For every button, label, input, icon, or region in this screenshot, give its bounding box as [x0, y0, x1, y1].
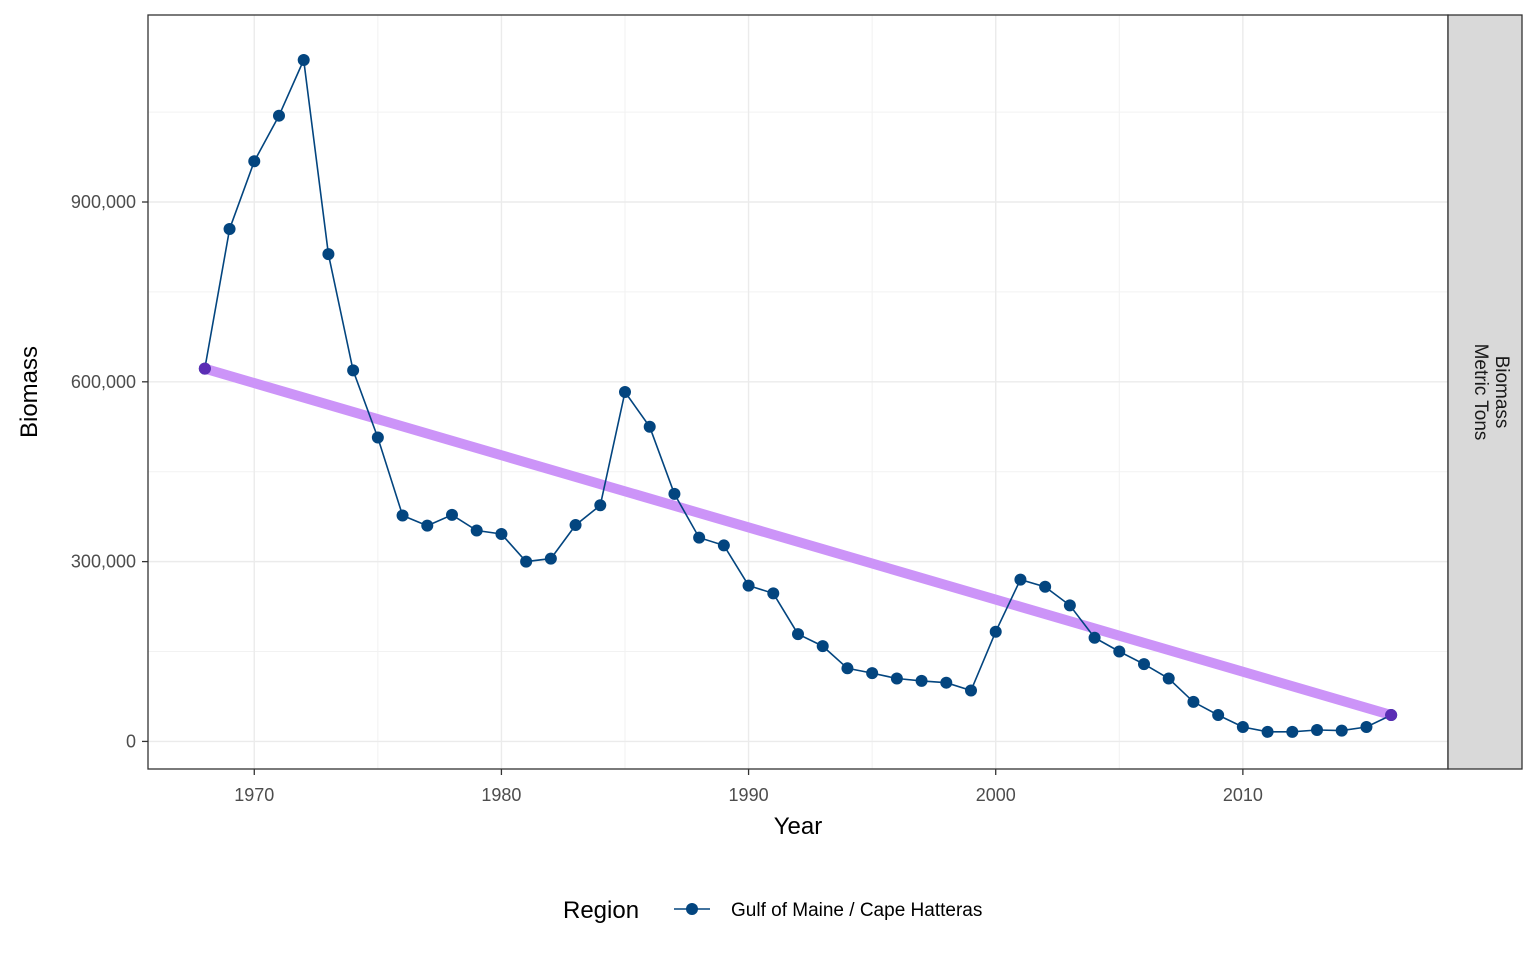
data-point — [618, 386, 631, 398]
facet-strip — [1447, 14, 1523, 770]
x-tick-label: 1980 — [481, 785, 521, 805]
trend-line-group — [199, 363, 1397, 721]
data-point — [445, 508, 458, 521]
facet-strip-label-line2: Metric Tons — [1470, 344, 1491, 441]
data-point — [223, 222, 236, 235]
data-point — [1162, 672, 1175, 685]
data-point — [643, 420, 656, 433]
data-point — [594, 499, 607, 512]
data-point — [816, 640, 829, 653]
data-point — [569, 519, 582, 532]
trend-endpoint — [198, 362, 211, 375]
data-point — [668, 487, 681, 500]
legend-key-point — [686, 903, 698, 915]
data-point — [371, 431, 384, 444]
y-tick-label: 600,000 — [71, 372, 136, 392]
x-axis-title: Year — [774, 813, 823, 840]
series-group — [198, 53, 1398, 738]
data-point — [470, 524, 483, 537]
data-point — [1236, 721, 1249, 734]
data-point — [792, 628, 804, 641]
data-point — [717, 539, 730, 552]
data-point — [890, 672, 903, 685]
x-tick-label: 1970 — [234, 785, 274, 805]
data-point — [544, 552, 557, 565]
y-tick-label: 900,000 — [71, 192, 136, 212]
data-point — [1187, 695, 1200, 708]
data-point — [742, 579, 755, 592]
data-point — [322, 248, 335, 261]
data-point — [1039, 580, 1052, 593]
data-point — [248, 155, 261, 168]
data-point — [1286, 725, 1299, 738]
trend-line — [199, 363, 1397, 721]
data-point — [1212, 709, 1225, 722]
legend: Region Gulf of Maine / Cape Hatteras — [563, 897, 982, 924]
data-point — [1088, 631, 1101, 644]
data-point — [1014, 573, 1027, 586]
data-point — [915, 674, 928, 687]
data-point — [297, 53, 310, 66]
data-point — [272, 109, 285, 122]
panel-background — [148, 15, 1448, 769]
data-point — [767, 587, 780, 600]
data-point — [1113, 645, 1126, 658]
trend-endpoint — [1385, 709, 1398, 722]
data-point — [495, 528, 508, 541]
legend-title: Region — [563, 897, 639, 924]
data-point — [965, 684, 978, 697]
y-tick-label: 300,000 — [71, 552, 136, 572]
data-point — [1261, 725, 1274, 738]
data-point — [1063, 599, 1076, 612]
legend-entry-label: Gulf of Maine / Cape Hatteras — [731, 900, 982, 921]
data-point — [841, 662, 854, 675]
data-point — [1138, 658, 1151, 671]
data-point — [1311, 724, 1324, 737]
facet-strip-label-line1: Biomass — [1491, 356, 1512, 429]
data-point — [1360, 721, 1373, 734]
data-point — [520, 555, 533, 568]
data-point — [866, 667, 879, 680]
y-axis-title: Biomass — [16, 346, 43, 438]
x-axis: 1970 1980 1990 2000 2010 — [234, 769, 1263, 805]
data-point — [396, 509, 409, 522]
x-tick-label: 1990 — [729, 785, 769, 805]
x-tick-label: 2000 — [976, 785, 1016, 805]
x-tick-label: 2010 — [1223, 785, 1263, 805]
data-point — [347, 364, 360, 377]
y-tick-label: 0 — [126, 731, 136, 751]
data-point — [693, 531, 706, 544]
grid-lines — [148, 15, 1448, 769]
data-point — [1335, 724, 1348, 737]
data-point — [421, 519, 434, 532]
data-point — [940, 676, 953, 689]
y-axis: 0 300,000 600,000 900,000 — [71, 192, 148, 751]
data-point — [989, 625, 1002, 638]
